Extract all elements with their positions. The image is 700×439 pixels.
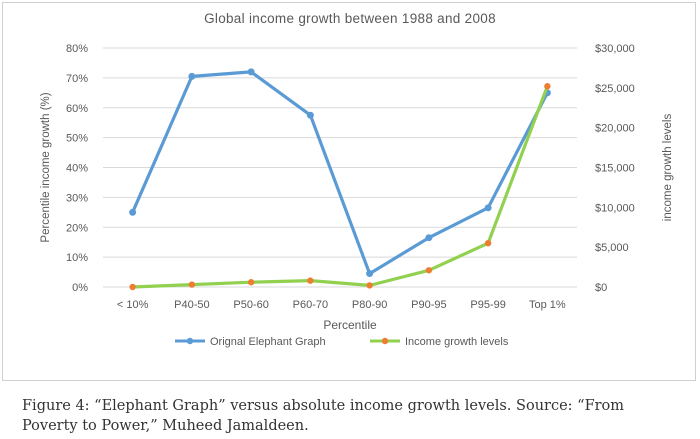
legend-label: Orignal Elephant Graph [210, 336, 326, 348]
y-tick-label: 0% [72, 282, 88, 294]
series-income-levels-point [366, 282, 373, 289]
series-income-levels-point [129, 283, 136, 291]
x-tick-label: P80-90 [352, 299, 387, 311]
y2-tick-label: $5,000 [595, 242, 629, 254]
y-tick-label: 80% [66, 43, 88, 55]
series-elephant-point [129, 208, 137, 216]
series-income-levels-point [425, 267, 433, 274]
y-tick-label: 60% [66, 103, 88, 115]
y2-tick-label: $0 [595, 282, 607, 294]
y-tick-label: 70% [66, 73, 88, 85]
x-tick-label: P90-95 [411, 299, 446, 311]
chart-title: Global income growth between 1988 and 20… [204, 11, 496, 26]
caption-line-1: Figure 4: “Elephant Graph” versus absolu… [22, 398, 625, 414]
chart-frame: Global income growth between 1988 and 20… [2, 2, 696, 381]
x-tick-label: Top 1% [529, 299, 566, 311]
y-tick-label: 20% [66, 222, 88, 234]
y-tick-label: 30% [66, 192, 88, 204]
y2-tick-label: $30,000 [595, 43, 635, 55]
series-income-levels-point [307, 277, 314, 284]
elephant-chart: Global income growth between 1988 and 20… [40, 11, 674, 348]
series-elephant-point [306, 111, 314, 119]
series-elephant-point [366, 270, 374, 278]
y-axis-title: Percentile income growth (%) [40, 92, 52, 242]
y-tick-label: 40% [66, 163, 88, 175]
x-tick-label: P50-60 [233, 299, 268, 311]
series-elephant-point [425, 234, 433, 242]
legend-label: Income growth levels [405, 336, 509, 348]
series-income-levels-line [131, 84, 550, 289]
x-tick-label: P40-50 [174, 299, 209, 311]
y2-tick-label: $10,000 [595, 202, 635, 214]
series-income-levels-point [484, 239, 492, 247]
series-elephant-point [247, 68, 255, 76]
caption-line-2: Poverty to Power,” Muheed Jamaldeen. [22, 418, 309, 434]
y-tick-label: 10% [66, 252, 88, 264]
series-income-levels-point [188, 281, 196, 288]
x-tick-label: < 10% [117, 299, 149, 311]
series-elephant-point [188, 72, 196, 80]
x-axis-title: Percentile [323, 318, 377, 332]
series-elephant-point [484, 204, 492, 212]
y2-tick-label: $25,000 [595, 83, 635, 95]
series-elephant-line [131, 70, 550, 276]
x-tick-label: P60-70 [293, 299, 328, 311]
series-income-levels-point [544, 83, 551, 90]
x-tick-label: P95-99 [470, 299, 505, 311]
y-tick-label: 50% [66, 133, 88, 145]
y2-tick-label: $20,000 [595, 123, 635, 135]
figure-caption: Figure 4: “Elephant Graph” versus absolu… [22, 396, 682, 436]
series-income-levels-point [247, 279, 255, 286]
legend-swatch-marker [381, 337, 389, 345]
legend-swatch-marker [186, 337, 194, 345]
y2-tick-label: $15,000 [595, 163, 635, 175]
y2-axis-title: income growth levels [662, 114, 674, 222]
